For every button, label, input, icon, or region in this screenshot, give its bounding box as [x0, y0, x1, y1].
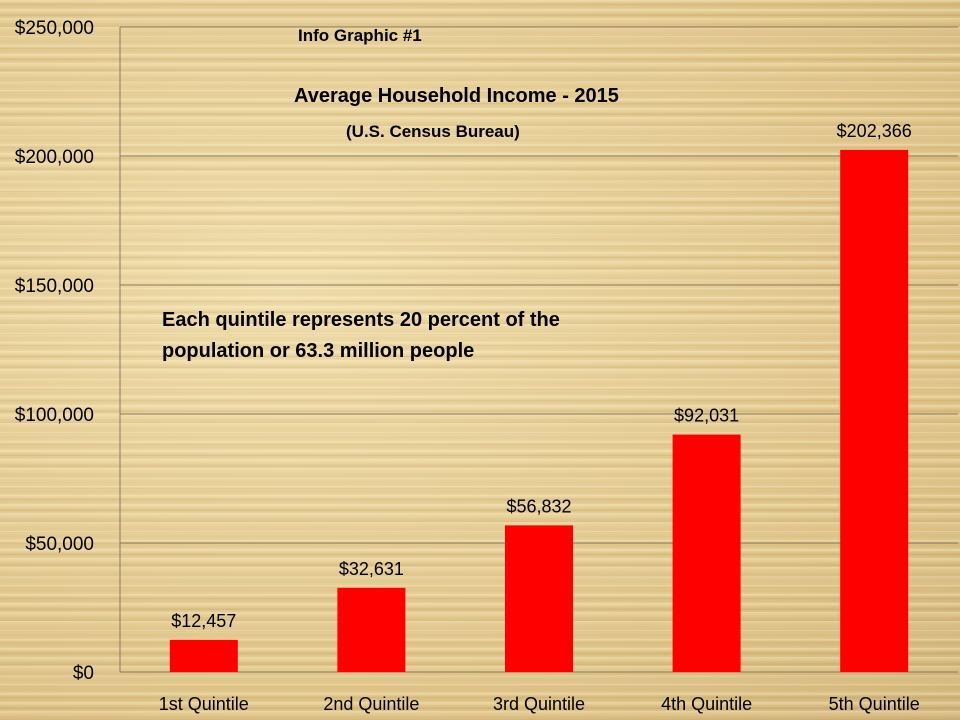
x-tick-label: 1st Quintile: [159, 694, 249, 714]
data-label: $92,031: [674, 406, 739, 426]
y-tick-label: $0: [73, 663, 94, 684]
y-tick-label: $250,000: [15, 18, 94, 39]
x-tick-label: 5th Quintile: [829, 694, 920, 714]
bar: [672, 434, 741, 672]
y-tick-label: $50,000: [25, 534, 94, 555]
bar: [505, 525, 573, 672]
y-tick-label: $200,000: [15, 147, 94, 168]
bar: [337, 587, 406, 672]
quintile-annotation: Each quintile represents 20 percent of t…: [162, 305, 560, 367]
annotation-line-1: Each quintile represents 20 percent of t…: [162, 309, 560, 331]
info-graphic-label: Info Graphic #1: [298, 26, 422, 45]
data-label: $12,457: [171, 611, 236, 631]
annotation-line-2: population or 63.3 million people: [162, 340, 475, 362]
x-tick-label: 2nd Quintile: [323, 694, 419, 714]
y-tick-label: $150,000: [15, 276, 94, 297]
bar: [840, 149, 909, 672]
chart-subtitle: (U.S. Census Bureau): [346, 122, 520, 141]
data-label: $202,366: [837, 121, 912, 141]
data-label: $56,832: [506, 496, 571, 516]
y-tick-label: $100,000: [15, 405, 94, 426]
x-tick-label: 3rd Quintile: [493, 694, 585, 714]
bar: [169, 639, 238, 672]
data-label: $32,631: [339, 559, 404, 579]
chart-title: Average Household Income - 2015: [294, 85, 619, 107]
x-tick-label: 4th Quintile: [661, 694, 752, 714]
